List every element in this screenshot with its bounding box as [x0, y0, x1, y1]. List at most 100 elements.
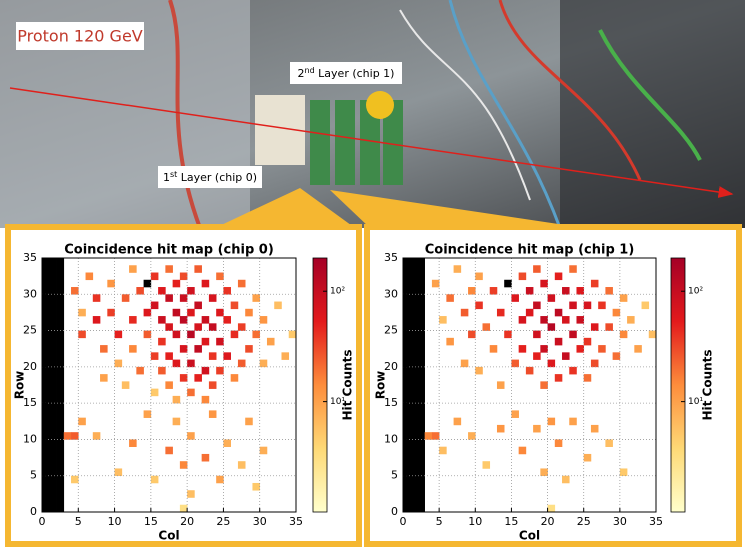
cell [555, 309, 563, 317]
label-part: Layer (chip 1) [315, 67, 395, 80]
cell [231, 331, 239, 339]
cell [289, 331, 297, 339]
cell [180, 374, 188, 382]
colorbar-tick-label: 10² [330, 287, 345, 297]
cell [238, 280, 246, 288]
cell [151, 302, 159, 310]
cell [519, 345, 527, 353]
cell [533, 265, 541, 273]
cell [446, 294, 454, 302]
cell [216, 367, 224, 375]
cell [591, 425, 599, 433]
cell [209, 410, 217, 418]
cell [223, 316, 231, 324]
colorbar [671, 258, 685, 512]
x-tick-label: 10 [468, 515, 482, 528]
cell [252, 331, 260, 339]
y-tick-label: 0 [30, 505, 37, 518]
cell [136, 287, 144, 295]
cell [100, 345, 108, 353]
cell [627, 316, 635, 324]
cell [598, 302, 606, 310]
cell [129, 316, 137, 324]
y-tick-label: 25 [384, 324, 398, 337]
x-tick-label: 10 [108, 515, 122, 528]
cell [187, 360, 195, 368]
cell [267, 338, 275, 346]
cell [591, 360, 599, 368]
cell [468, 432, 476, 440]
cell [598, 345, 606, 353]
cell [187, 331, 195, 339]
cell [202, 280, 210, 288]
cell [151, 476, 159, 484]
x-axis-label: Col [519, 529, 540, 543]
cell [620, 294, 628, 302]
cell [526, 367, 534, 375]
cell [165, 265, 173, 273]
cell [569, 331, 577, 339]
label-part: 2 [298, 67, 305, 80]
cell [71, 287, 79, 295]
dead-column [49, 258, 57, 512]
plot-area [403, 258, 656, 512]
cell [202, 396, 210, 404]
cell [468, 331, 476, 339]
cell [245, 418, 253, 426]
cell [461, 360, 469, 368]
cell [591, 323, 599, 331]
cell [511, 360, 519, 368]
x-tick-label: 20 [180, 515, 194, 528]
cell [613, 352, 621, 360]
colorbar-tick-label: 10² [688, 287, 703, 297]
cell [173, 396, 181, 404]
cell [475, 367, 483, 375]
cell [252, 294, 260, 302]
cell [454, 265, 462, 273]
cell [223, 287, 231, 295]
layer1-label: 1st Layer (chip 0) [163, 170, 257, 185]
cell [548, 294, 556, 302]
cell [64, 432, 72, 440]
x-tick-label: 30 [253, 515, 267, 528]
cell [194, 374, 202, 382]
cell [439, 316, 447, 324]
cell [569, 367, 577, 375]
cell [209, 352, 217, 360]
cell [605, 323, 613, 331]
cell [71, 432, 79, 440]
cell [115, 360, 123, 368]
x-tick-label: 5 [75, 515, 82, 528]
cell [620, 331, 628, 339]
cell [144, 410, 152, 418]
cell [540, 345, 548, 353]
cell [194, 302, 202, 310]
cell [144, 331, 152, 339]
cell [605, 439, 613, 447]
cell [540, 468, 548, 476]
cell [231, 302, 239, 310]
cell [122, 381, 130, 389]
x-tick-label: 25 [577, 515, 591, 528]
chart-title: Coincidence hit map (chip 0) [64, 243, 274, 258]
cell [584, 454, 592, 462]
cell [209, 381, 217, 389]
cell [490, 287, 498, 295]
y-tick-label: 0 [391, 505, 398, 518]
cell [569, 265, 577, 273]
y-tick-label: 5 [30, 469, 37, 482]
cell [173, 418, 181, 426]
cell [165, 447, 173, 455]
cell [187, 287, 195, 295]
cell [591, 280, 599, 288]
cell [439, 447, 447, 455]
cell [511, 410, 519, 418]
colorbar [313, 258, 327, 512]
cell [151, 273, 159, 281]
cell [209, 294, 217, 302]
cell [165, 352, 173, 360]
cell [187, 389, 195, 397]
cell [86, 273, 94, 281]
cell [562, 287, 570, 295]
x-tick-label: 0 [400, 515, 407, 528]
